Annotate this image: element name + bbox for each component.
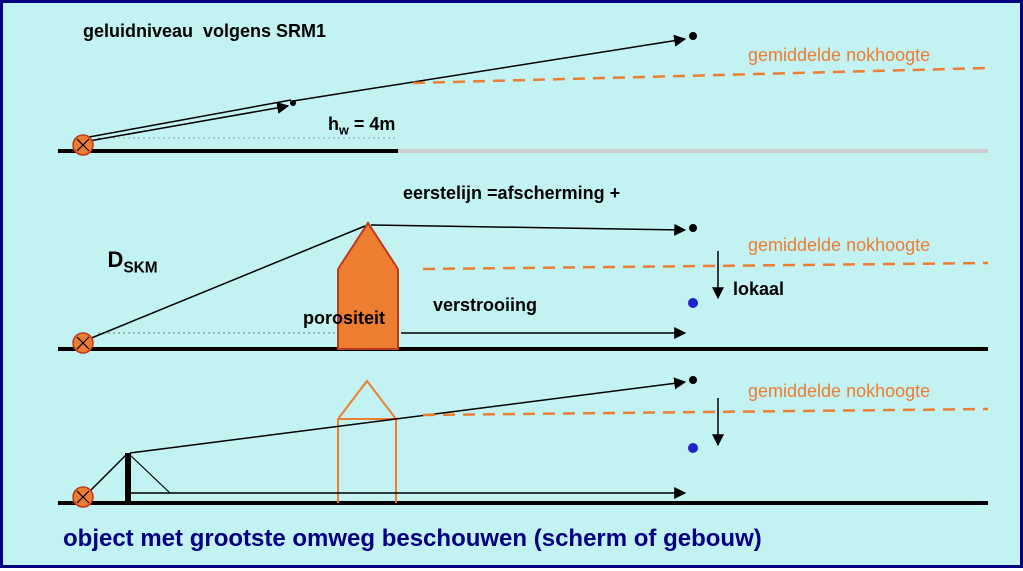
hw-sub: w [339,124,349,138]
label-nokhoogte-3: gemiddelde nokhoogte [748,381,930,402]
title-srm1: geluidniveau volgens SRM1 [83,21,326,42]
label-hw: hw = 4m [308,93,395,159]
hw-h: h [328,114,339,134]
label-nokhoogte-2: gemiddelde nokhoogte [748,235,930,256]
label-dskm: DSKM [83,221,158,303]
label-lokaal: lokaal [733,279,784,300]
label-nokhoogte-1: gemiddelde nokhoogte [748,45,930,66]
label-porositeit: porositeit [303,308,385,329]
diagram-canvas: geluidniveau volgens SRM1 gemiddelde nok… [0,0,1023,568]
hw-eq: = 4m [349,114,396,134]
label-eerstelijn: eerstelijn =afscherming + [403,183,620,204]
bottom-caption: object met grootste omweg beschouwen (sc… [63,525,762,553]
dskm-d: D [107,247,123,272]
dskm-sub: SKM [123,259,157,276]
label-verstrooiing: verstrooiing [433,295,537,316]
